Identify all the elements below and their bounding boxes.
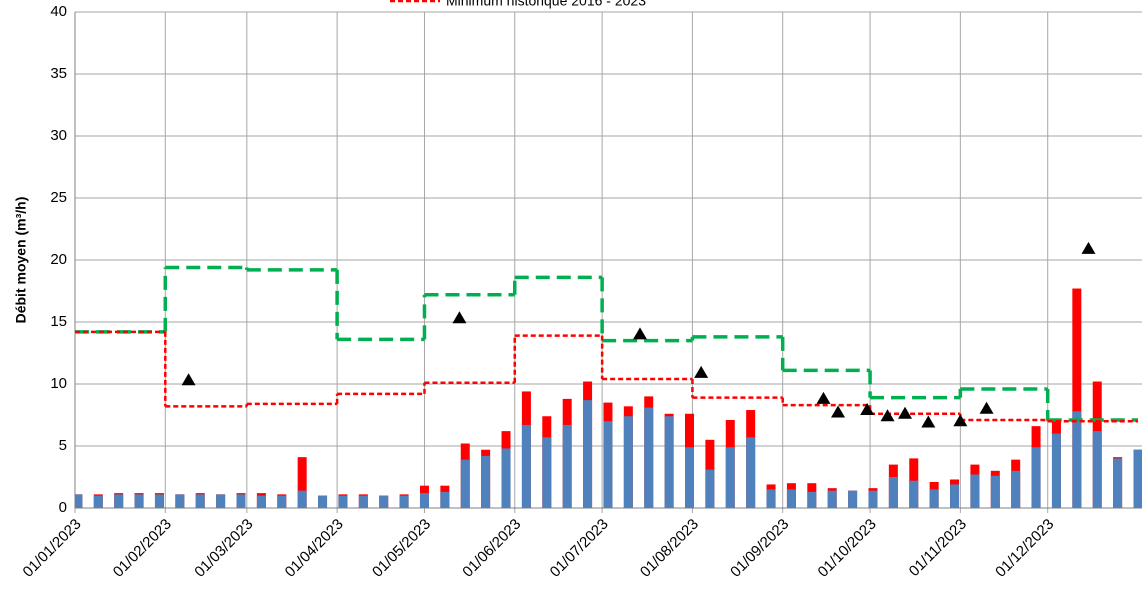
bar: [175, 494, 185, 508]
x-tick-label: 01/02/2023: [110, 516, 175, 581]
bar: [990, 475, 1000, 508]
bar: [460, 459, 470, 508]
bar: [1051, 433, 1061, 508]
x-tick-label: 01/06/2023: [459, 516, 524, 581]
bar: [318, 495, 328, 508]
bar: [521, 424, 531, 508]
bar: [888, 477, 898, 508]
bar: [950, 484, 960, 508]
legend-label: Minimum historique 2016 - 2023: [446, 0, 646, 9]
triangle-marker: [880, 409, 895, 422]
bar: [481, 455, 491, 508]
x-tick-label: 01/07/2023: [547, 516, 612, 581]
bar: [236, 494, 246, 508]
bar: [766, 489, 776, 508]
x-tick-label: 01/09/2023: [727, 516, 792, 581]
bar: [623, 416, 633, 508]
x-tick-label: 01/04/2023: [282, 516, 347, 581]
bar: [909, 480, 919, 508]
y-tick-label: 25: [50, 189, 67, 206]
x-tick-label: 01/08/2023: [637, 516, 702, 581]
triangle-marker: [452, 311, 467, 324]
triangle-marker: [860, 403, 875, 416]
bar: [440, 491, 450, 508]
bar: [195, 494, 205, 508]
triangle-marker: [181, 373, 196, 386]
x-tick-label: 01/11/2023: [906, 516, 970, 580]
bar: [134, 494, 144, 508]
bar: [1113, 458, 1123, 508]
bar: [379, 495, 389, 508]
x-tick-label: 01/05/2023: [369, 516, 434, 581]
triangle-marker: [1081, 241, 1096, 254]
bar: [501, 448, 511, 508]
x-tick-label: 01/03/2023: [191, 516, 256, 581]
x-tick-label: 01/10/2023: [815, 516, 880, 581]
triangle-marker: [816, 391, 831, 404]
bar: [1072, 288, 1082, 508]
bar: [277, 495, 287, 508]
triangle-marker: [694, 365, 709, 378]
x-tick-label: 01/12/2023: [992, 516, 1057, 581]
bar: [827, 490, 837, 508]
bar: [1072, 411, 1082, 508]
bar: [297, 490, 307, 508]
bar: [1031, 447, 1041, 508]
x-tick-label: 01/01/2023: [20, 516, 85, 581]
bar: [358, 495, 368, 508]
bar: [929, 489, 939, 508]
bar: [725, 447, 735, 508]
bar: [664, 416, 674, 508]
bar: [1092, 431, 1102, 508]
bar: [216, 494, 226, 508]
bar: [562, 424, 572, 508]
bar: [644, 407, 654, 508]
triangle-marker: [632, 327, 647, 340]
bar: [256, 495, 266, 508]
y-axis-label: Débit moyen (m³/h): [13, 197, 29, 324]
bar: [603, 421, 613, 508]
bar: [399, 495, 409, 508]
bar: [297, 457, 307, 508]
bar: [583, 400, 593, 508]
y-tick-label: 20: [50, 251, 67, 268]
bar: [419, 493, 429, 508]
bar: [1133, 449, 1142, 508]
bar: [338, 495, 348, 508]
bar: [93, 495, 103, 508]
bar: [848, 490, 858, 508]
y-tick-label: 40: [50, 3, 67, 20]
bar: [1011, 470, 1021, 508]
bar: [542, 437, 552, 508]
bar: [868, 490, 878, 508]
bar: [685, 447, 695, 508]
triangle-marker: [831, 405, 846, 418]
bar: [786, 489, 796, 508]
bar: [154, 494, 164, 508]
y-tick-label: 30: [50, 127, 67, 144]
bar: [746, 437, 756, 508]
y-tick-label: 10: [50, 375, 67, 392]
bar: [970, 474, 980, 508]
bar: [705, 469, 715, 508]
bar: [114, 494, 124, 508]
bar: [807, 491, 817, 508]
triangle-marker: [979, 401, 994, 414]
y-tick-label: 5: [59, 437, 67, 454]
triangle-marker: [921, 415, 936, 428]
triangle-marker: [898, 406, 913, 419]
y-tick-label: 0: [59, 499, 67, 516]
y-tick-label: 35: [50, 65, 67, 82]
bar: [75, 494, 83, 508]
y-tick-label: 15: [50, 313, 67, 330]
triangle-marker: [953, 414, 968, 427]
